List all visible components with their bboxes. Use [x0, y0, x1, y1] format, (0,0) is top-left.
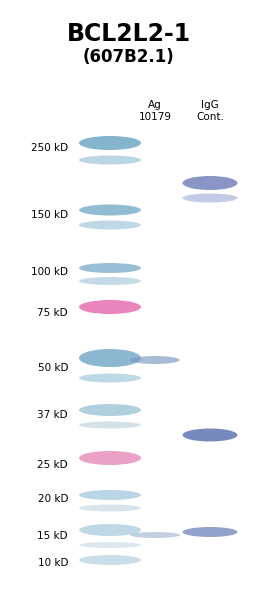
Ellipse shape [79, 542, 141, 548]
Text: 250 kD: 250 kD [31, 143, 68, 153]
Text: IgG
Cont.: IgG Cont. [196, 100, 224, 122]
Text: 15 kD: 15 kD [37, 531, 68, 541]
Ellipse shape [79, 404, 141, 416]
Ellipse shape [79, 220, 141, 229]
Ellipse shape [79, 373, 141, 383]
Text: 37 kD: 37 kD [37, 410, 68, 420]
Ellipse shape [182, 176, 237, 190]
Ellipse shape [130, 532, 180, 538]
Ellipse shape [79, 136, 141, 150]
Ellipse shape [79, 505, 141, 511]
Ellipse shape [79, 277, 141, 285]
Ellipse shape [79, 490, 141, 500]
Ellipse shape [130, 356, 180, 364]
Text: (607B2.1): (607B2.1) [82, 48, 175, 66]
Text: 100 kD: 100 kD [31, 267, 68, 277]
Text: 25 kD: 25 kD [37, 460, 68, 470]
Ellipse shape [79, 349, 141, 367]
Ellipse shape [79, 263, 141, 273]
Ellipse shape [79, 451, 141, 465]
Text: 75 kD: 75 kD [37, 308, 68, 318]
Text: Ag
10179: Ag 10179 [139, 100, 171, 122]
Ellipse shape [79, 155, 141, 164]
Ellipse shape [182, 428, 237, 442]
Ellipse shape [79, 205, 141, 215]
Ellipse shape [79, 421, 141, 428]
Ellipse shape [182, 527, 237, 537]
Ellipse shape [79, 524, 141, 536]
Ellipse shape [182, 193, 237, 202]
Text: 50 kD: 50 kD [38, 363, 68, 373]
Ellipse shape [79, 300, 141, 314]
Text: 150 kD: 150 kD [31, 210, 68, 220]
Text: BCL2L2-1: BCL2L2-1 [67, 22, 190, 46]
Ellipse shape [79, 555, 141, 565]
Text: 20 kD: 20 kD [38, 494, 68, 504]
Text: 10 kD: 10 kD [38, 558, 68, 568]
